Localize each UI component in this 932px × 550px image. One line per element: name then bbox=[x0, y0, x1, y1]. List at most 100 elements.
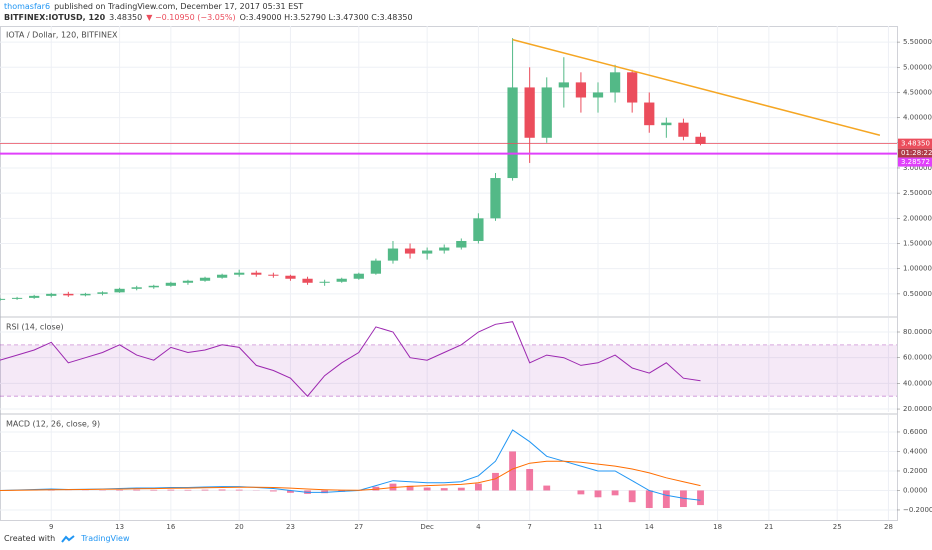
y-tick-label: 0.0000 bbox=[903, 486, 928, 494]
x-tick-label: 7 bbox=[527, 523, 531, 531]
y-tick-label: 1.00000 bbox=[903, 265, 932, 273]
histogram-bar bbox=[269, 490, 277, 492]
candle-body bbox=[336, 278, 347, 282]
candle-body bbox=[148, 285, 159, 288]
y-tick-label: 4.00000 bbox=[903, 114, 932, 122]
candle-body bbox=[0, 298, 6, 300]
candle-body bbox=[63, 293, 74, 296]
histogram-bar bbox=[577, 490, 585, 495]
histogram-bar bbox=[423, 487, 431, 491]
histogram-bar bbox=[218, 489, 226, 491]
price-label: 3.48350 bbox=[901, 140, 930, 148]
y-tick-label: 4.50000 bbox=[903, 88, 932, 96]
histogram-bar bbox=[697, 490, 704, 506]
price-label-bg bbox=[898, 138, 932, 149]
x-tick-label: 21 bbox=[764, 523, 773, 531]
countdown-bg bbox=[898, 148, 932, 158]
y-tick-label: 20.0000 bbox=[903, 405, 932, 413]
candle-body bbox=[609, 72, 621, 93]
candle-body bbox=[490, 178, 501, 219]
y-tick-label: 0.50000 bbox=[903, 290, 932, 298]
candle-body bbox=[216, 274, 228, 278]
y-tick-label: 2.00000 bbox=[903, 214, 932, 222]
histogram-bar bbox=[150, 489, 158, 491]
footer-brand[interactable]: TradingView bbox=[81, 534, 130, 543]
rsi-band bbox=[0, 344, 897, 397]
candle-body bbox=[268, 274, 279, 276]
y-tick-label: 5.50000 bbox=[903, 38, 932, 46]
x-tick-label: 11 bbox=[594, 523, 603, 531]
y-tick-label: 3.00000 bbox=[903, 164, 932, 172]
histogram-bar bbox=[474, 483, 482, 491]
macd-line bbox=[0, 429, 701, 501]
x-tick-label: 23 bbox=[286, 523, 295, 531]
candle-body bbox=[234, 272, 245, 275]
candle-body bbox=[439, 247, 450, 251]
candle-body bbox=[456, 240, 467, 248]
x-tick-label: 4 bbox=[476, 523, 481, 531]
author[interactable]: thomasfar6 bbox=[4, 2, 51, 11]
histogram-bar bbox=[372, 486, 380, 491]
footer-text: Created with bbox=[4, 534, 56, 543]
x-tick-label: 14 bbox=[645, 523, 654, 531]
price-label: 3.28572 bbox=[901, 158, 930, 166]
x-tick-label: 9 bbox=[49, 523, 53, 531]
candle-body bbox=[524, 87, 535, 138]
x-tick-label: 20 bbox=[235, 523, 244, 531]
x-tick-label: 27 bbox=[354, 523, 363, 531]
x-tick-label: 25 bbox=[833, 523, 842, 531]
candle-body bbox=[285, 275, 296, 279]
histogram-bar bbox=[116, 489, 124, 491]
pane-title: IOTA / Dollar, 120, BITFINEX bbox=[6, 31, 118, 40]
pane-title: RSI (14, close) bbox=[6, 323, 64, 332]
candle-body bbox=[353, 273, 364, 279]
histogram-bar bbox=[645, 490, 653, 509]
countdown: 01:28:22 bbox=[901, 149, 932, 157]
logo bbox=[61, 534, 75, 543]
candle-body bbox=[251, 272, 262, 275]
pane-title: MACD (12, 26, close, 9) bbox=[6, 420, 100, 429]
y-tick-label: 2.50000 bbox=[903, 189, 932, 197]
change: ▼ −0.10950 (−3.05%) bbox=[146, 13, 236, 22]
histogram-bar bbox=[287, 490, 294, 493]
y-tick-label: 1.50000 bbox=[903, 240, 932, 248]
candle-body bbox=[541, 87, 552, 138]
histogram-bar bbox=[457, 487, 465, 491]
candle-body bbox=[695, 136, 706, 144]
histogram-bar bbox=[611, 490, 619, 496]
ohlc: O:3.49000 H:3.52790 L:3.47300 C:3.48350 bbox=[239, 13, 413, 22]
histogram-bar bbox=[526, 469, 534, 491]
histogram-bar bbox=[133, 489, 141, 491]
histogram-bar bbox=[440, 488, 448, 491]
candle-body bbox=[422, 250, 433, 254]
y-tick-label: 60.0000 bbox=[903, 354, 932, 362]
candle-body bbox=[80, 293, 91, 296]
histogram-bar bbox=[628, 490, 636, 503]
histogram-bar bbox=[167, 489, 175, 491]
histogram-bar bbox=[406, 485, 414, 491]
candle-body bbox=[661, 122, 672, 126]
y-tick-label: 0.2000 bbox=[903, 467, 928, 475]
candle-body bbox=[627, 72, 638, 103]
price-label-bg bbox=[898, 157, 932, 167]
histogram-bar bbox=[321, 490, 329, 494]
candle-body bbox=[199, 277, 211, 281]
y-tick-label: −0.2000 bbox=[903, 506, 932, 514]
candle-body bbox=[387, 248, 399, 261]
candle-body bbox=[182, 280, 194, 283]
candle-body bbox=[644, 102, 655, 126]
histogram-bar bbox=[492, 472, 499, 491]
symbol: BITFINEX:IOTUSD, 120 bbox=[4, 13, 106, 22]
histogram-bar bbox=[184, 489, 192, 491]
candle-body bbox=[29, 295, 40, 298]
x-tick-label: Dec bbox=[420, 523, 434, 531]
candle-body bbox=[11, 297, 23, 299]
candle-body bbox=[302, 278, 313, 283]
signal-line bbox=[0, 460, 701, 491]
histogram-bar bbox=[235, 489, 243, 491]
published: published on TradingView.com, December 1… bbox=[54, 2, 304, 11]
x-tick-label: 28 bbox=[884, 523, 893, 531]
candle-body bbox=[97, 292, 108, 294]
y-tick-label: 0.4000 bbox=[903, 447, 928, 455]
